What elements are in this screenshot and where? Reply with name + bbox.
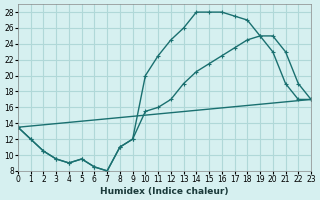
X-axis label: Humidex (Indice chaleur): Humidex (Indice chaleur)	[100, 187, 229, 196]
